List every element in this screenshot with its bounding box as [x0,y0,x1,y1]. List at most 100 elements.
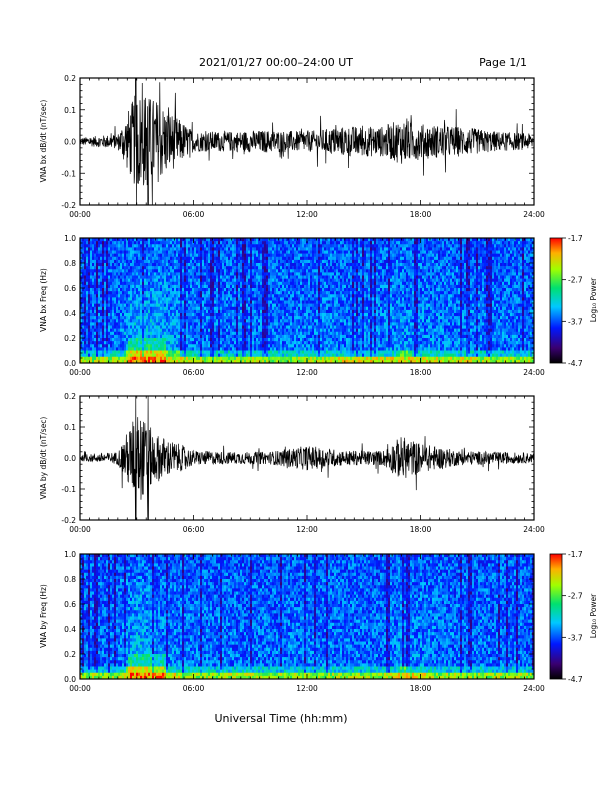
spectrogram-cell [284,272,287,276]
spectrogram-cell [254,344,257,348]
spectrogram-cell [120,334,123,339]
spectrogram-cell [268,356,271,361]
spectrogram-cell [192,338,195,342]
spectrogram-cell [126,306,129,311]
spectrogram-cell [316,284,319,289]
spectrogram-cell [110,250,113,254]
spectrogram-cell [174,350,177,354]
spectrogram-cell [234,328,237,333]
spectrogram-cell [244,297,247,301]
spectrogram-cell [276,294,279,298]
spectrogram-cell [248,322,251,326]
spectrogram-cell [142,272,145,276]
spectrogram-cell [236,291,239,295]
spectrogram-cell [288,275,291,279]
spectrogram-cell [112,325,115,329]
spectrogram-cell [300,294,303,298]
spectrogram-cell [266,259,269,264]
spectrogram-cell [184,281,187,286]
spectrogram-cell [262,281,265,286]
spectrogram-cell [232,244,235,248]
spectrogram-cell [94,244,97,248]
spectrogram-cell [238,313,241,317]
spectrogram-cell [154,256,157,261]
spectrogram-cell [296,291,299,295]
spectrogram-cell [102,303,105,308]
spectrogram-cell [116,306,119,311]
spectrogram-cell [312,303,315,308]
spectrogram-cell [242,278,245,283]
spectrogram-cell [130,300,133,304]
spectrogram-cell [302,306,305,311]
spectrogram-cell [264,313,267,317]
spectrogram-cell [96,313,99,317]
spectrogram-cell [104,356,107,361]
spectrogram-cell [224,253,227,258]
spectrogram-cell [186,338,189,342]
spectrogram-cell [260,281,263,286]
spectrogram-cell [132,306,135,311]
spectrogram-cell [302,344,305,348]
spectrogram-cell [138,353,141,358]
spectrogram-cell [264,344,267,348]
spectrogram-cell [94,313,97,317]
spectrogram-cell [100,328,103,333]
spectrogram-cell [180,316,183,320]
spectrogram-cell [190,247,193,251]
spectrogram-cell [162,259,165,264]
spectrogram-cell [230,353,233,358]
spectrogram-cell [192,247,195,251]
spectrogram-cell [118,259,121,264]
spectrogram-cell [108,253,111,258]
spectrogram-cell [292,288,295,292]
spectrogram-cell [274,331,277,336]
spectrogram-cell [170,359,173,364]
spectrogram-cell [296,247,299,251]
spectrogram-cell [202,300,205,304]
spectrogram-cell [192,313,195,317]
spectrogram-cell [156,353,159,358]
spectrogram-cell [158,353,161,358]
spectrogram-cell [198,259,201,264]
spectrogram-cell [86,263,89,267]
spectrogram-cell [140,319,143,323]
spectrogram-cell [152,334,155,339]
spectrogram-cell [258,350,261,354]
spectrogram-cell [244,238,247,242]
spectrogram-cell [178,344,181,348]
spectrogram-cell [176,359,179,364]
spectrogram-cell [184,350,187,354]
spectrogram-cell [86,244,89,248]
spectrogram-cell [104,269,107,273]
spectrogram-cell [280,241,283,245]
spectrogram-cell [92,334,95,339]
spectrogram-cell [278,241,281,245]
spectrogram-cell [164,288,167,292]
spectrogram-cell [122,278,125,283]
spectrogram-cell [294,269,297,273]
spectrogram-cell [318,278,321,283]
spectrogram-cell [132,238,135,242]
spectrogram-cell [120,266,123,270]
spectrogram-cell [80,244,83,248]
spectrogram-cell [124,272,127,276]
spectrogram-cell [140,259,143,264]
spectrogram-cell [106,272,109,276]
spectrogram-cell [96,284,99,289]
spectrogram-cell [282,294,285,298]
spectrogram-cell [140,350,143,354]
spectrogram-cell [242,306,245,311]
spectrogram-cell [298,244,301,248]
spectrogram-cell [142,316,145,320]
spectrogram-cell [300,319,303,323]
spectrogram-cell [236,256,239,261]
spectrogram-cell [160,316,163,320]
spectrogram-cell [314,303,317,308]
spectrogram-cell [276,253,279,258]
spectrogram-cell [220,319,223,323]
spectrogram-cell [100,356,103,361]
spectrogram-cell [80,353,83,358]
spectrogram-cell [284,338,287,342]
spectrogram-cell [156,241,159,245]
spectrogram-cell [244,275,247,279]
